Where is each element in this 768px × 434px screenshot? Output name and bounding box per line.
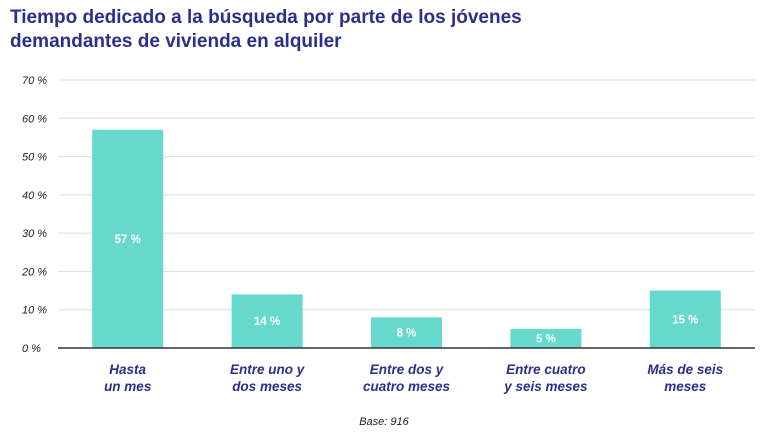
bar (510, 328, 582, 348)
bar (371, 317, 442, 348)
base-note: Base: 916 (359, 416, 409, 428)
y-tick-label: 0 % (22, 343, 41, 355)
chart-title-line-1: Tiempo dedicado a la búsqueda por parte … (10, 7, 522, 28)
category-label: Más de seis (647, 362, 723, 377)
y-tick-label: 70 % (22, 75, 47, 87)
bar (92, 129, 164, 348)
y-tick-label: 10 % (22, 305, 47, 317)
chart-title-line-2: demandantes de vivienda en alquiler (10, 31, 342, 52)
data-label: 15 % (672, 314, 698, 326)
y-tick-label: 50 % (22, 152, 47, 164)
y-tick-label: 40 % (22, 190, 47, 202)
category-label: Hasta (109, 362, 146, 377)
y-tick-label: 60 % (22, 113, 47, 125)
bar (649, 290, 721, 348)
category-label: Entre dos y (370, 362, 445, 377)
category-label: meses (664, 379, 707, 394)
bar (231, 294, 303, 348)
category-label: Entre cuatro (506, 362, 586, 377)
data-label: 57 % (115, 234, 141, 246)
y-tick-label: 20 % (21, 266, 47, 278)
data-label: 8 % (397, 328, 417, 340)
category-label: y seis meses (503, 379, 588, 394)
chart-title: Tiempo dedicado a la búsqueda por parte … (10, 6, 750, 54)
data-label: 14 % (254, 316, 280, 328)
category-label: cuatro meses (363, 379, 451, 394)
category-label: Entre uno y (230, 362, 306, 377)
category-label: dos meses (232, 379, 302, 394)
category-label: un mes (104, 379, 152, 394)
y-tick-label: 30 % (22, 228, 47, 240)
data-label: 5 % (536, 333, 556, 345)
